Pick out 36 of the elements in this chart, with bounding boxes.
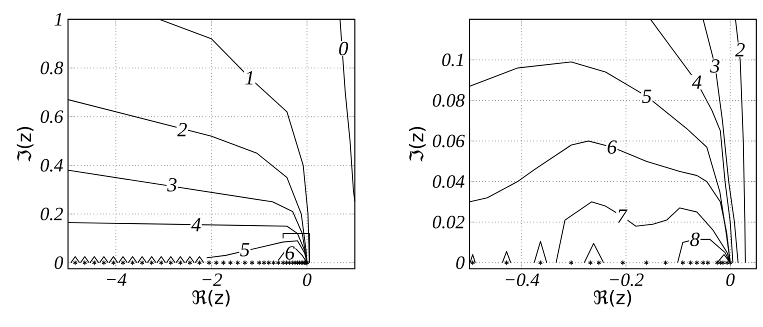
y-axis-title: ℑ(z) — [16, 127, 34, 162]
annotation: 2 — [735, 43, 745, 56]
y-tick-label: 0.06 — [432, 134, 465, 148]
y-tick-label: 0.4 — [40, 159, 63, 172]
annotation: 6 — [608, 140, 617, 154]
x-axis-title: ℜ(z) — [594, 290, 632, 307]
annotation: 8 — [690, 232, 700, 246]
annotation: 0 — [339, 42, 348, 56]
x-tick-label: −0.4 — [506, 274, 540, 286]
y-tick-label: 1 — [54, 13, 62, 26]
y-tick-label: 0.02 — [432, 216, 464, 229]
x-tick-label: −4 — [107, 274, 126, 286]
annotation: 5 — [240, 243, 250, 257]
annotation: 2 — [177, 123, 187, 136]
y-tick-label: 0.04 — [432, 175, 464, 188]
annotation: 5 — [642, 90, 652, 104]
x-tick-label: 0 — [726, 274, 735, 286]
annotation: 6 — [286, 246, 295, 260]
y-tick-label: 0.1 — [442, 54, 463, 66]
y-tick-label: 0.8 — [40, 62, 64, 74]
annotation: 7 — [618, 210, 628, 223]
y-tick-label: 0 — [456, 256, 465, 270]
y-tick-label: 0 — [54, 256, 64, 270]
y-tick-label: 0.6 — [40, 110, 64, 124]
x-axis-title: ℜ(z) — [192, 290, 230, 307]
y-axis-title: ℑ(z) — [409, 127, 426, 162]
y-tick-label: 0.08 — [432, 94, 465, 107]
x-tick-label: 0 — [303, 274, 312, 286]
annotation: 1 — [245, 71, 253, 84]
annotation: 3 — [167, 178, 177, 192]
y-tick-label: 0.2 — [40, 208, 63, 220]
annotation: 4 — [692, 76, 702, 89]
annotation: 4 — [191, 218, 201, 232]
x-tick-label: −2 — [202, 274, 222, 286]
annotation: 3 — [710, 59, 720, 73]
x-tick-label: −0.2 — [610, 274, 644, 286]
